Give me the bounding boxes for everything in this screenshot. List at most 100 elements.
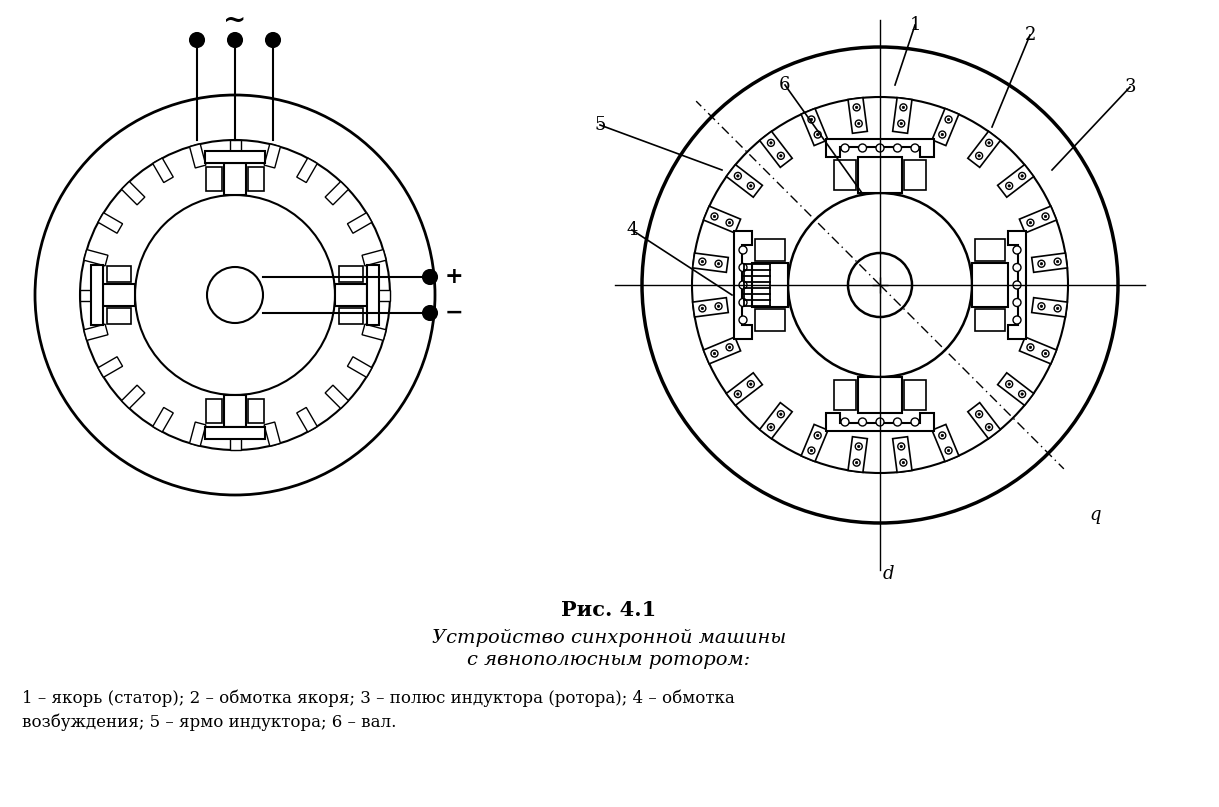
- Circle shape: [900, 123, 902, 125]
- Circle shape: [856, 462, 858, 464]
- Circle shape: [1057, 307, 1059, 310]
- Circle shape: [736, 393, 739, 395]
- Circle shape: [729, 346, 730, 349]
- Circle shape: [858, 418, 867, 426]
- Circle shape: [894, 418, 902, 426]
- Polygon shape: [206, 167, 222, 191]
- Text: Рис. 4.1: Рис. 4.1: [562, 600, 657, 620]
- Circle shape: [778, 153, 784, 159]
- Circle shape: [941, 434, 944, 437]
- Circle shape: [716, 260, 722, 267]
- Circle shape: [856, 107, 858, 109]
- Circle shape: [876, 418, 884, 426]
- Circle shape: [987, 142, 990, 144]
- Text: d: d: [883, 565, 894, 583]
- Polygon shape: [339, 266, 363, 282]
- Polygon shape: [265, 422, 280, 446]
- Polygon shape: [834, 160, 856, 190]
- Circle shape: [941, 133, 944, 136]
- Text: ~: ~: [223, 6, 246, 34]
- Polygon shape: [752, 263, 787, 307]
- Polygon shape: [755, 239, 785, 261]
- Circle shape: [1057, 261, 1059, 263]
- Circle shape: [1054, 258, 1061, 266]
- Polygon shape: [339, 308, 363, 324]
- Circle shape: [911, 418, 919, 426]
- Circle shape: [858, 144, 867, 152]
- Circle shape: [423, 306, 436, 320]
- Circle shape: [853, 104, 861, 111]
- Circle shape: [768, 424, 774, 431]
- Circle shape: [900, 459, 907, 466]
- Polygon shape: [734, 231, 752, 339]
- Circle shape: [947, 449, 950, 452]
- Polygon shape: [122, 385, 145, 408]
- Text: 4: 4: [627, 221, 638, 239]
- Circle shape: [1006, 182, 1013, 190]
- Circle shape: [900, 104, 907, 111]
- Circle shape: [713, 353, 716, 355]
- Circle shape: [1026, 344, 1034, 351]
- Polygon shape: [102, 284, 135, 306]
- Circle shape: [750, 185, 752, 187]
- Circle shape: [1029, 221, 1031, 224]
- Circle shape: [692, 97, 1068, 473]
- Polygon shape: [801, 108, 828, 145]
- Polygon shape: [98, 357, 123, 377]
- Circle shape: [857, 123, 859, 125]
- Circle shape: [939, 432, 946, 439]
- Circle shape: [135, 195, 335, 395]
- Polygon shape: [692, 298, 728, 317]
- Polygon shape: [107, 266, 130, 282]
- Circle shape: [1042, 350, 1050, 357]
- Text: Устройство синхронной машины: Устройство синхронной машины: [432, 629, 786, 647]
- Polygon shape: [247, 167, 265, 191]
- Circle shape: [780, 413, 783, 416]
- Polygon shape: [362, 249, 386, 266]
- Polygon shape: [703, 206, 741, 233]
- Circle shape: [750, 383, 752, 385]
- Polygon shape: [107, 308, 130, 324]
- Circle shape: [814, 432, 822, 439]
- Polygon shape: [892, 98, 912, 133]
- Text: 3: 3: [1124, 78, 1136, 96]
- Circle shape: [778, 411, 784, 418]
- Circle shape: [945, 447, 952, 454]
- Circle shape: [1045, 215, 1047, 218]
- Circle shape: [853, 459, 861, 466]
- Circle shape: [1040, 305, 1042, 307]
- Circle shape: [642, 47, 1118, 523]
- Polygon shape: [848, 437, 868, 472]
- Circle shape: [711, 350, 718, 357]
- Text: 1 – якорь (статор); 2 – обмотка якоря; 3 – полюс индуктора (ротора); 4 – обмотка: 1 – якорь (статор); 2 – обмотка якоря; 3…: [22, 689, 735, 707]
- Circle shape: [1045, 353, 1047, 355]
- Polygon shape: [968, 403, 1001, 439]
- Polygon shape: [972, 263, 1008, 307]
- Circle shape: [1042, 213, 1050, 220]
- Circle shape: [1022, 175, 1023, 177]
- Circle shape: [1019, 391, 1025, 398]
- Polygon shape: [1031, 298, 1068, 317]
- Circle shape: [717, 305, 719, 307]
- Circle shape: [1013, 299, 1022, 307]
- Polygon shape: [904, 380, 926, 410]
- Circle shape: [717, 262, 719, 265]
- Polygon shape: [265, 144, 280, 168]
- Polygon shape: [190, 144, 206, 168]
- Polygon shape: [247, 399, 265, 423]
- Circle shape: [897, 443, 904, 450]
- Circle shape: [1019, 173, 1025, 179]
- Circle shape: [739, 264, 747, 271]
- Circle shape: [939, 131, 946, 138]
- Circle shape: [1008, 185, 1011, 187]
- Circle shape: [739, 281, 747, 289]
- Circle shape: [698, 258, 706, 266]
- Text: с явнополюсным ротором:: с явнополюсным ротором:: [467, 651, 751, 669]
- Circle shape: [711, 213, 718, 220]
- Circle shape: [808, 116, 816, 123]
- Polygon shape: [848, 98, 868, 133]
- Circle shape: [900, 445, 902, 448]
- Polygon shape: [826, 413, 934, 431]
- Circle shape: [987, 426, 990, 429]
- Circle shape: [769, 142, 772, 144]
